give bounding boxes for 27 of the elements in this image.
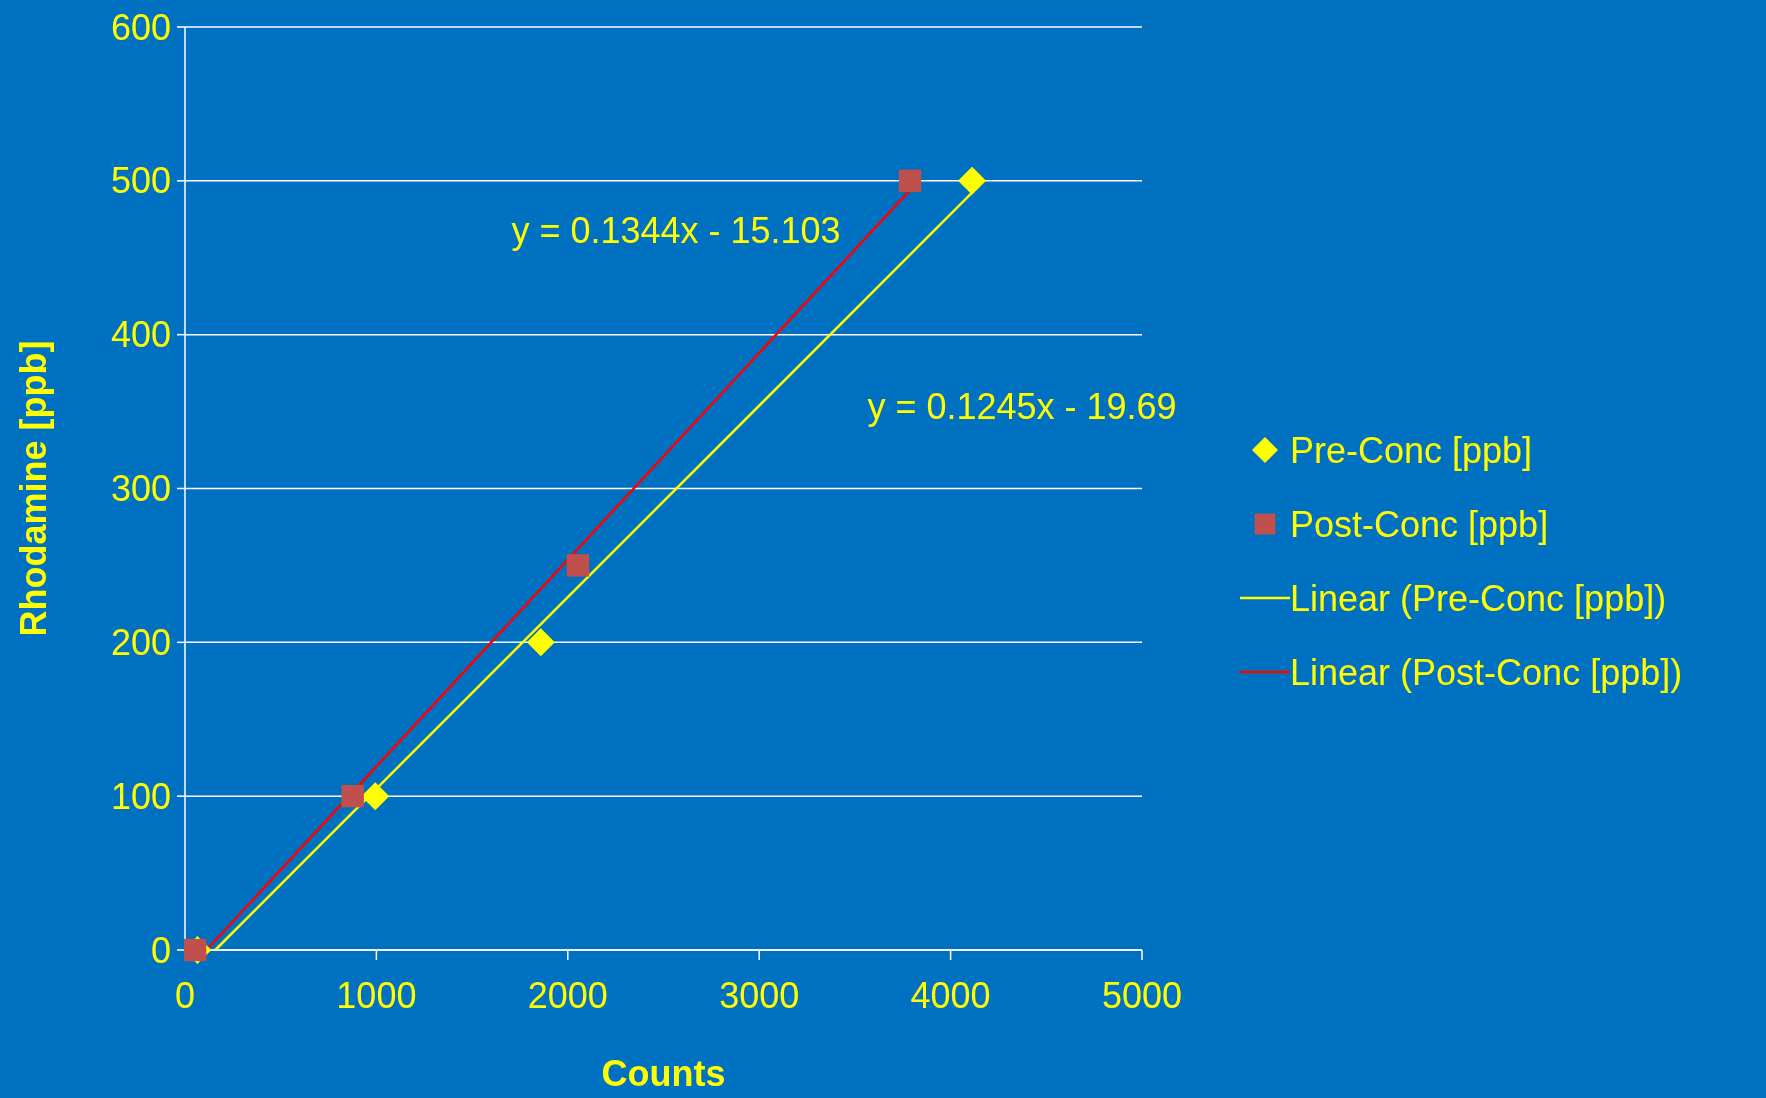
x-tick-label: 2000: [527, 975, 608, 1016]
y-tick-label: 0: [150, 929, 171, 971]
y-tick-label: 600: [110, 6, 171, 48]
x-tick-label: 0: [174, 975, 196, 1016]
point: [566, 554, 590, 577]
y-tick-label: 300: [110, 468, 171, 510]
x-tick-label: 4000: [910, 975, 991, 1016]
x-tick-label: 5000: [1101, 975, 1183, 1016]
legend-label: Post-Conc [ppb]: [1290, 503, 1549, 545]
legend-label: Linear (Post-Conc [ppb]): [1290, 651, 1683, 693]
point: [958, 166, 987, 195]
point: [526, 628, 555, 657]
annotation: y = 0.1245x - 19.69: [867, 386, 1177, 427]
y-tick-label: 400: [110, 314, 171, 356]
y-axis-title: Rhodamine [ppb]: [13, 340, 54, 637]
x-axis-title: Counts: [601, 1053, 726, 1094]
x-tick-label: 3000: [719, 975, 800, 1016]
x-tick-label: 1000: [336, 975, 417, 1016]
annotation: y = 0.1344x - 15.103: [511, 210, 841, 251]
legend-label: Linear (Pre-Conc [ppb]): [1290, 577, 1667, 619]
point: [361, 782, 390, 811]
y-tick-label: 500: [110, 160, 171, 202]
y-tick-label: 200: [110, 621, 171, 663]
point: [341, 784, 364, 808]
y-tick-label: 100: [110, 775, 171, 817]
legend-label: Pre-Conc [ppb]: [1290, 429, 1533, 471]
point: [898, 169, 922, 193]
